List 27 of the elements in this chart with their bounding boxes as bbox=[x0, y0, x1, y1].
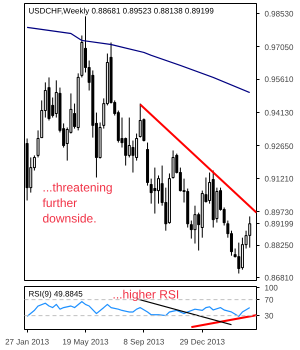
chart-title: RSI(9) 49.8845 bbox=[28, 290, 84, 298]
y-tick-label: 0.98530 bbox=[264, 9, 294, 18]
annotation: ...threatening further downside. bbox=[42, 180, 113, 226]
chart-title: USDCHF,Weekly 0.88681 0.89523 0.88138 0.89199 bbox=[28, 6, 214, 16]
y-tick-label: 30 bbox=[264, 312, 274, 321]
y-tick-label: 0.89199 bbox=[264, 220, 294, 229]
y-tick-label: 0.86810 bbox=[264, 274, 294, 283]
line-series bbox=[26, 301, 250, 317]
candlestick bbox=[248, 216, 252, 248]
line-series bbox=[26, 26, 250, 94]
y-tick-label: 0.89730 bbox=[264, 208, 294, 217]
x-tick-label: 27 Jan 2013 bbox=[5, 338, 50, 346]
y-tick-label: 0.97050 bbox=[264, 42, 294, 52]
y-tick-label: 0.95610 bbox=[264, 75, 294, 84]
candlestick bbox=[142, 118, 146, 142]
y-tick-label: 70 bbox=[264, 296, 274, 305]
candlestick bbox=[153, 167, 156, 214]
y-tick-label: 0.88250 bbox=[264, 241, 294, 250]
y-tick-label: 0.94130 bbox=[264, 108, 294, 118]
y-tick-label: 100 bbox=[264, 284, 278, 293]
x-tick-label: 8 Sep 2013 bbox=[123, 338, 165, 346]
y-tick-label: 0.92650 bbox=[264, 142, 294, 151]
candlestick bbox=[131, 140, 134, 174]
annotation: ...higher RSI bbox=[112, 288, 180, 302]
y-tick-label: 0.91210 bbox=[264, 174, 294, 184]
x-tick-label: 29 Dec 2013 bbox=[180, 338, 226, 346]
x-tick-label: 19 May 2013 bbox=[62, 338, 110, 346]
